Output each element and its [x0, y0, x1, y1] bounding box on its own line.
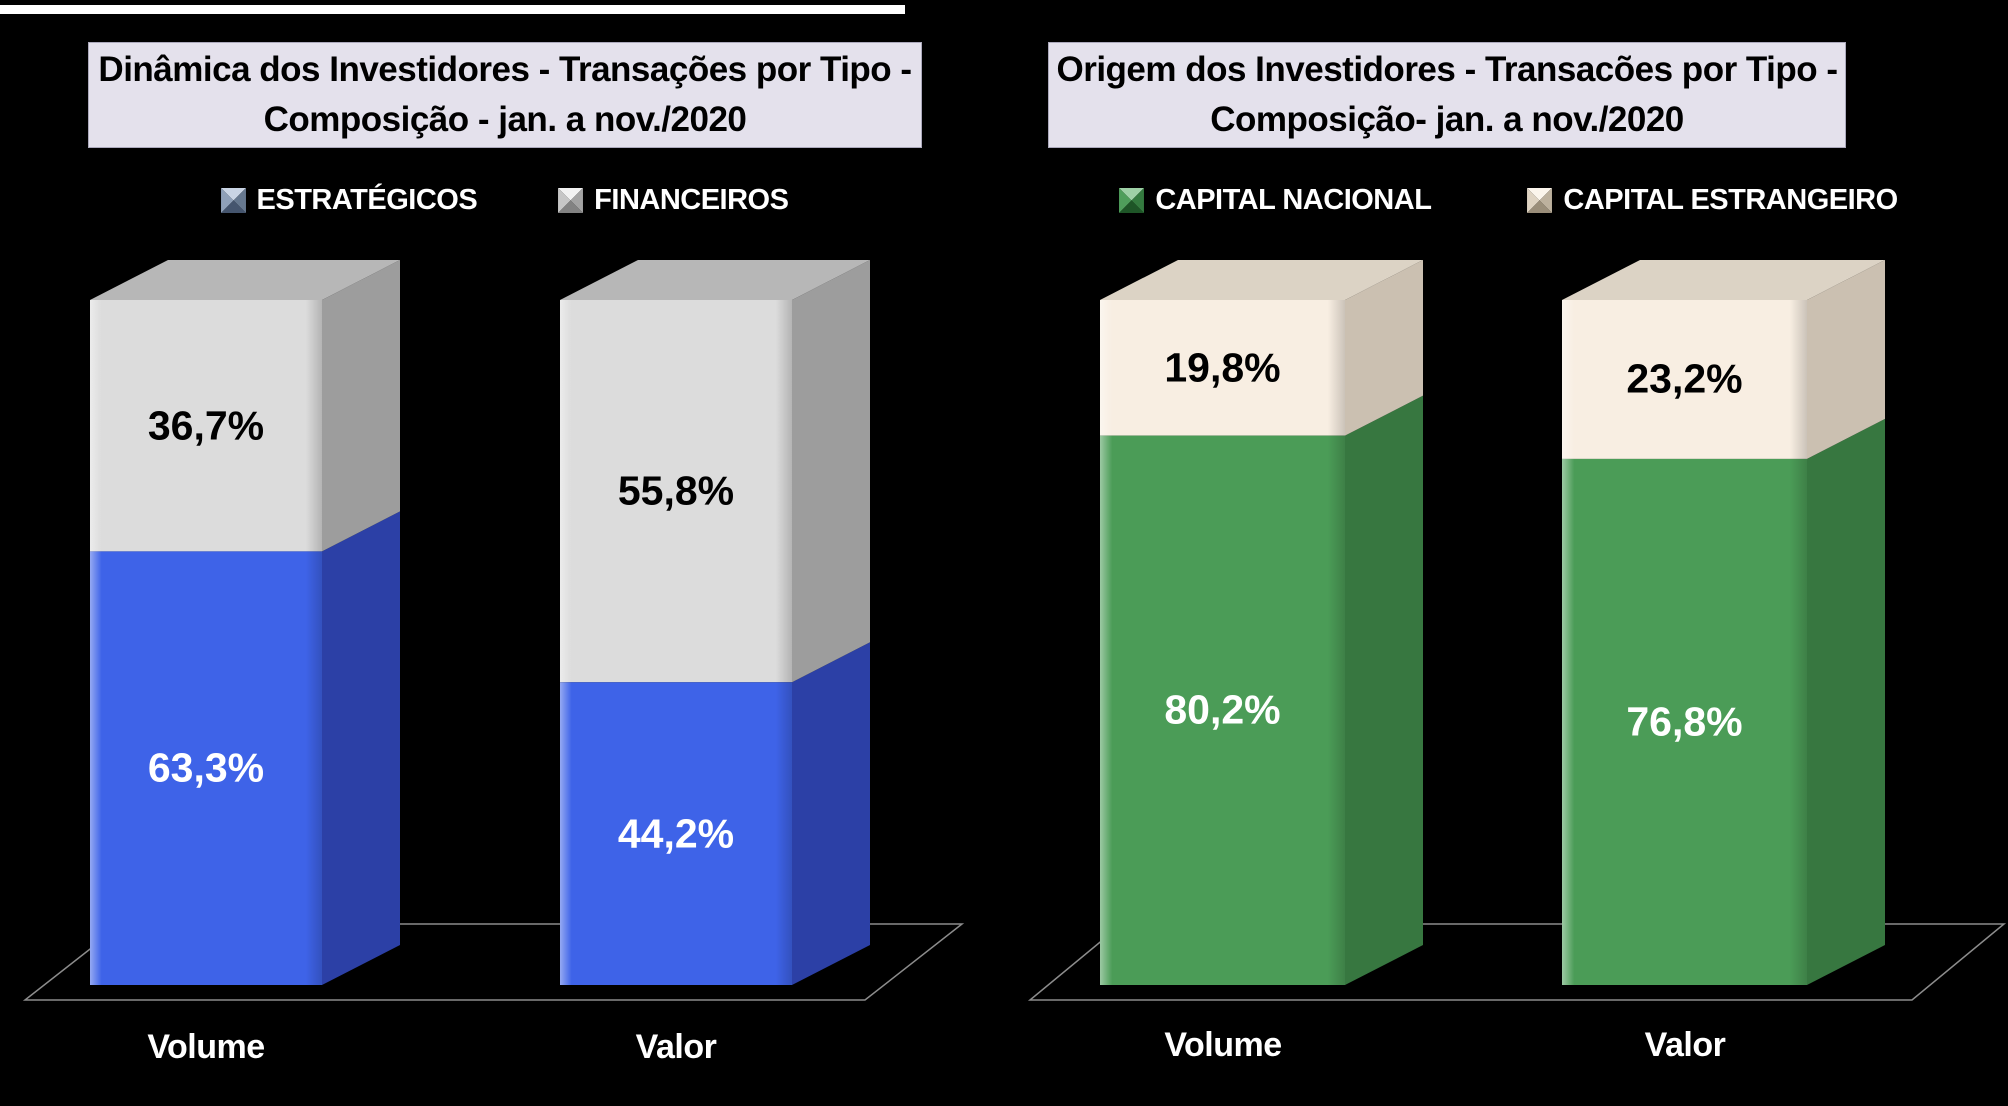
chart-title-left-line1: Dinâmica dos Investidores - Transações p… — [98, 50, 912, 89]
legend-label-capital-nacional: CAPITAL NACIONAL — [1155, 184, 1432, 216]
chart-title-right-line2: Composição- jan. a nov./2020 — [1210, 100, 1684, 139]
chart-title-left: Dinâmica dos Investidores - Transações p… — [88, 42, 922, 148]
category-label-left-volume: Volume — [147, 1028, 265, 1066]
legend-marker-estrategicos-icon — [220, 188, 246, 213]
value-label-estrangeiro-volume: 19,8% — [1164, 344, 1281, 391]
legend-item-capital-estrangeiro: CAPITAL ESTRANGEIRO — [1526, 184, 1898, 217]
legend-marker-capital-estrangeiro-icon — [1527, 188, 1553, 213]
value-label-nacional-valor: 76,8% — [1626, 698, 1743, 745]
value-label-nacional-volume: 80,2% — [1164, 686, 1281, 733]
category-label-right-valor: Valor — [1644, 1026, 1726, 1064]
legend-right: CAPITAL NACIONAL CAPITAL ESTRANGEIRO — [1028, 184, 1988, 217]
value-label-estrategicos-volume: 63,3% — [147, 744, 265, 791]
legend-label-capital-estrangeiro: CAPITAL ESTRANGEIRO — [1563, 184, 1898, 216]
legend-label-estrategicos: ESTRATÉGICOS — [256, 184, 478, 216]
plot-area-right — [1027, 260, 2007, 1001]
legend-marker-financeiros-icon — [558, 188, 584, 213]
top-divider-strip — [0, 5, 905, 14]
category-label-right-volume: Volume — [1164, 1026, 1282, 1064]
value-label-estrategicos-valor: 44,2% — [617, 810, 735, 857]
value-label-financeiros-valor: 55,8% — [617, 467, 735, 514]
category-label-left-valor: Valor — [635, 1028, 717, 1066]
legend-label-financeiros: FINANCEIROS — [594, 184, 789, 216]
plot-area-left — [22, 260, 965, 1001]
chart-title-left-line2: Composição - jan. a nov./2020 — [263, 100, 747, 139]
chart-title-right-line1: Origem dos Investidores - Transacões por… — [1056, 50, 1838, 89]
legend-marker-capital-nacional-icon — [1119, 188, 1145, 213]
value-label-estrangeiro-valor: 23,2% — [1626, 355, 1743, 402]
legend-left: ESTRATÉGICOS FINANCEIROS — [20, 184, 988, 217]
chart-title-right: Origem dos Investidores - Transacões por… — [1048, 42, 1846, 148]
legend-item-financeiros: FINANCEIROS — [557, 184, 789, 217]
value-label-financeiros-volume: 36,7% — [147, 402, 265, 449]
legend-item-estrategicos: ESTRATÉGICOS — [220, 184, 478, 217]
legend-item-capital-nacional: CAPITAL NACIONAL — [1118, 184, 1432, 217]
